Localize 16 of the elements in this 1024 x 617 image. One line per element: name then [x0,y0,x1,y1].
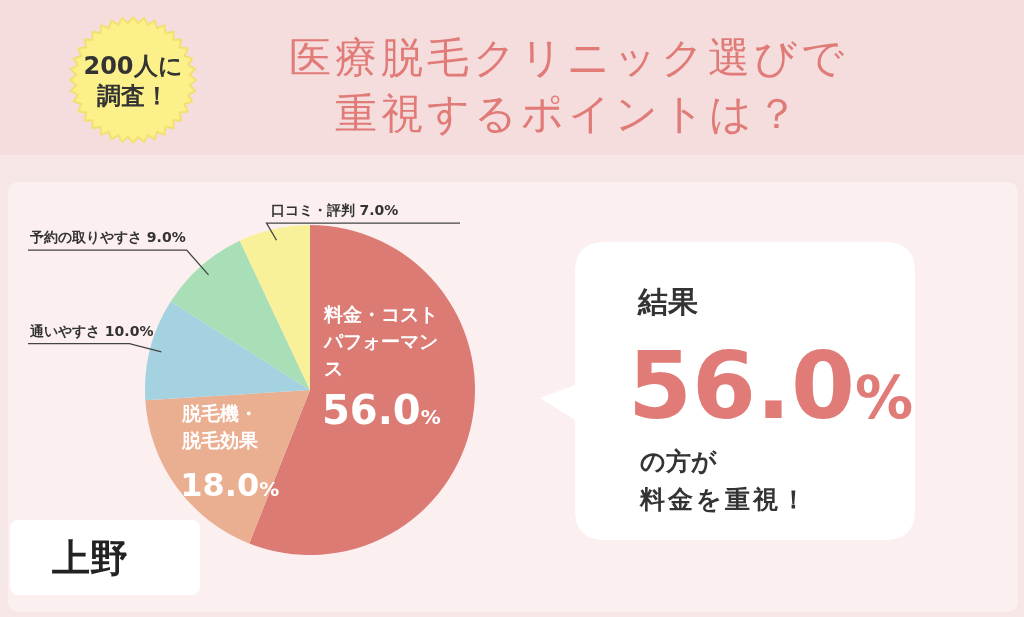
text: 56.0% [628,333,914,440]
text: 医療脱毛クリニック選びで重視するポイントは？ [288,33,848,138]
text: 結果 [637,284,698,319]
pie-slice [170,240,310,390]
slice-label: 通いやすさ 10.0% [29,322,154,339]
text: 上野 [52,536,128,580]
text: の方が [640,447,717,476]
slice-label: 料金・コストパフォーマンス [323,302,438,379]
pie-slice [239,225,310,390]
slice-label: 口コミ・評判 7.0% [270,202,399,219]
data-label: 56.0% [322,386,441,433]
data-label: 18.0% [180,466,280,505]
slice-label: 脱毛機・脱毛効果 [181,402,260,452]
slice-label: 予約の取りやすさ 9.0% [29,229,186,246]
text: 200人に調査！ [83,52,183,110]
text: 料金を重視！ [639,485,809,514]
